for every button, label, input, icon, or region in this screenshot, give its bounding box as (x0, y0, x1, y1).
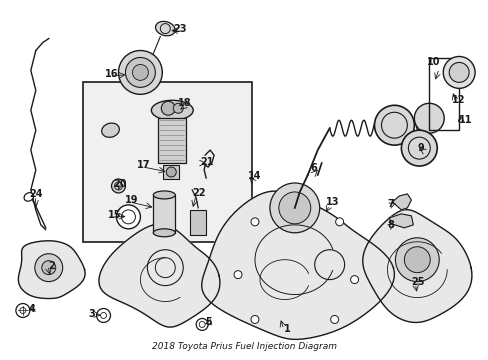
Bar (428, 58, 458, 130)
Text: 7: 7 (386, 199, 393, 209)
Circle shape (234, 271, 242, 279)
Circle shape (401, 130, 436, 166)
Text: 24: 24 (29, 189, 42, 199)
Text: 20: 20 (113, 179, 127, 189)
Text: 17: 17 (137, 160, 151, 170)
Polygon shape (19, 241, 85, 298)
Polygon shape (392, 194, 410, 210)
Text: 2018 Toyota Prius Fuel Injection Diagram: 2018 Toyota Prius Fuel Injection Diagram (152, 342, 336, 351)
Ellipse shape (153, 191, 175, 199)
Text: 15: 15 (107, 210, 121, 220)
Circle shape (118, 50, 162, 94)
Circle shape (374, 105, 413, 145)
Circle shape (404, 247, 429, 273)
Circle shape (269, 183, 319, 233)
Text: 8: 8 (386, 220, 393, 230)
Text: 10: 10 (427, 58, 440, 67)
Ellipse shape (102, 123, 119, 137)
Text: 12: 12 (451, 95, 465, 105)
Text: 1: 1 (283, 324, 290, 334)
Polygon shape (362, 210, 471, 323)
Circle shape (41, 261, 56, 275)
Text: 25: 25 (410, 276, 424, 287)
Circle shape (96, 309, 110, 323)
Text: 5: 5 (205, 318, 211, 328)
Text: 3: 3 (88, 310, 95, 319)
Circle shape (413, 103, 443, 133)
Circle shape (448, 62, 468, 82)
Circle shape (35, 254, 62, 282)
Circle shape (125, 58, 155, 87)
Ellipse shape (153, 229, 175, 237)
Circle shape (173, 103, 183, 113)
Text: 22: 22 (192, 188, 205, 198)
Circle shape (442, 57, 474, 88)
Bar (82, 82, 251, 242)
Text: 2: 2 (48, 261, 54, 271)
Ellipse shape (151, 100, 193, 120)
Bar (158, 118, 186, 163)
Circle shape (330, 315, 338, 323)
Circle shape (116, 205, 140, 229)
Bar (163, 165, 179, 179)
Ellipse shape (155, 21, 175, 36)
Circle shape (161, 101, 175, 115)
Bar (153, 195, 175, 233)
Circle shape (350, 276, 358, 284)
Circle shape (278, 192, 310, 224)
Text: 4: 4 (29, 305, 36, 315)
Circle shape (132, 64, 148, 80)
Circle shape (111, 179, 125, 193)
Ellipse shape (24, 193, 34, 201)
Text: 21: 21 (200, 157, 213, 167)
Circle shape (166, 167, 176, 177)
Text: 19: 19 (124, 195, 138, 205)
Circle shape (395, 238, 438, 282)
Polygon shape (201, 191, 394, 339)
Text: 14: 14 (247, 171, 261, 181)
Text: 9: 9 (416, 143, 423, 153)
Text: 11: 11 (458, 115, 472, 125)
Circle shape (250, 315, 259, 323)
Polygon shape (388, 214, 412, 228)
Text: 18: 18 (178, 98, 191, 108)
Text: 6: 6 (310, 163, 317, 173)
Text: 13: 13 (325, 197, 339, 207)
Bar (190, 210, 206, 235)
Polygon shape (99, 224, 220, 327)
Circle shape (335, 218, 343, 226)
Circle shape (196, 319, 208, 330)
Text: 23: 23 (173, 24, 186, 33)
Text: 16: 16 (104, 69, 118, 80)
Circle shape (16, 303, 30, 318)
Circle shape (250, 218, 259, 226)
